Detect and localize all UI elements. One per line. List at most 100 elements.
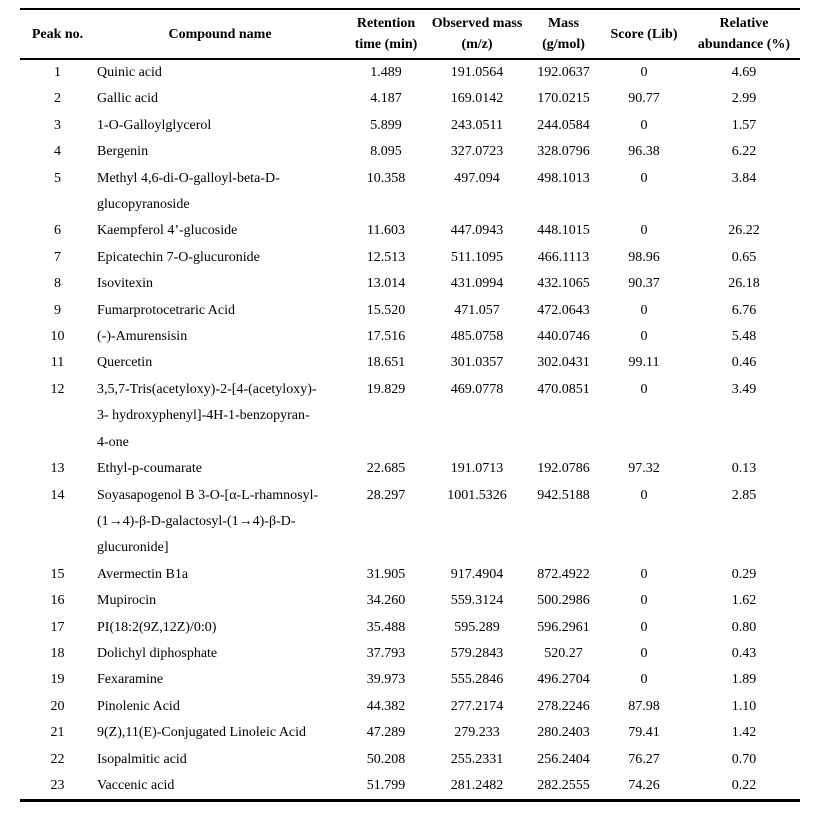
cell-compound: Vaccenic acid (97, 777, 175, 793)
cell-score: 0 (640, 170, 648, 186)
cell-compound: Pinolenic Acid (97, 698, 180, 714)
cell-observed: 559.3124 (450, 593, 504, 609)
table-row: 3 1-O-Galloylglycerol 5.899 243.0511 244.058… (20, 113, 800, 139)
cell-peak: 6 (54, 223, 61, 239)
cell-retention: 44.382 (366, 698, 406, 714)
cell-abundance: 3.84 (731, 170, 757, 186)
cell-observed: 917.4904 (450, 566, 504, 582)
cell-peak: 5 (54, 170, 61, 186)
cell-compound: Quercetin (97, 355, 153, 371)
cell-mass: 448.1015 (537, 223, 590, 239)
cell-peak: 14 (50, 487, 65, 503)
cell-mass: 596.2961 (537, 619, 590, 635)
cell-mass: 440.0746 (537, 329, 590, 345)
cell-score: 0 (640, 117, 648, 133)
cell-mass: 472.0643 (537, 302, 590, 318)
cell-observed: 497.094 (454, 170, 500, 186)
cell-retention: 13.014 (366, 276, 406, 292)
cell-score: 97.32 (628, 461, 660, 477)
cell-score: 0 (640, 593, 648, 609)
cell-compound: Fumarprotocetraric Acid (97, 302, 236, 318)
cell-compound: Bergenin (97, 144, 149, 160)
table-row: 2 Gallic acid 4.187 169.0142 170.0215 90.77 2.… (20, 86, 800, 112)
cell-compound: Dolichyl diphosphate (97, 645, 218, 661)
cell-mass: 520.27 (544, 645, 583, 661)
cell-score: 98.96 (628, 249, 660, 265)
cell-retention: 35.488 (366, 619, 406, 635)
cell-score: 0 (640, 487, 648, 503)
column-header-compound: Compound name (168, 26, 272, 42)
table-row: 1 Quinic acid 1.489 191.0564 192.0637 0 4.69 (20, 59, 800, 86)
cell-mass: 466.1113 (537, 249, 590, 265)
cell-retention: 18.651 (366, 355, 406, 371)
cell-score: 79.41 (628, 725, 660, 741)
cell-observed: 579.2843 (450, 645, 504, 661)
cell-mass: 328.0796 (537, 144, 590, 160)
cell-observed: 511.1095 (451, 249, 503, 265)
cell-score: 96.38 (628, 144, 660, 160)
cell-mass: 432.1065 (537, 276, 590, 292)
cell-peak: 21 (50, 725, 65, 741)
cell-observed: 277.2174 (450, 698, 504, 714)
cell-retention: 4.187 (370, 91, 402, 107)
cell-mass: 498.1013 (537, 170, 590, 186)
cell-compound: Kaempferol 4’-glucoside (97, 223, 238, 239)
cell-retention: 34.260 (366, 593, 406, 609)
cell-abundance: 0.13 (731, 461, 757, 477)
cell-retention: 17.516 (366, 329, 406, 345)
cell-compound: Soyasapogenol B 3-O-[α-L-rhamnosyl- (1→4… (97, 487, 319, 556)
cell-retention: 51.799 (366, 777, 406, 793)
cell-observed: 169.0142 (450, 91, 504, 107)
cell-retention: 31.905 (366, 566, 406, 582)
cell-peak: 3 (54, 117, 61, 133)
cell-peak: 10 (50, 329, 65, 345)
table-row: 6 Kaempferol 4’-glucoside 11.603 447.0943 44… (20, 218, 800, 244)
cell-peak: 7 (54, 249, 61, 265)
table-row: 16 Mupirocin 34.260 559.3124 500.2986 0 1.62 (20, 588, 800, 614)
cell-peak: 16 (50, 593, 65, 609)
cell-mass: 500.2986 (537, 593, 590, 609)
cell-compound: Isovitexin (97, 276, 153, 292)
cell-retention: 22.685 (366, 461, 406, 477)
table-head: Peak no. Compound name Retention time (min… (20, 9, 800, 59)
cell-abundance: 2.99 (731, 91, 757, 107)
cell-observed: 469.0778 (450, 381, 504, 397)
cell-compound: Gallic acid (97, 91, 159, 107)
table-row: 18 Dolichyl diphosphate 37.793 579.2843 520.… (20, 641, 800, 667)
cell-abundance: 0.22 (731, 777, 757, 793)
cell-score: 87.98 (628, 698, 660, 714)
cell-mass: 278.2246 (537, 698, 590, 714)
cell-peak: 4 (54, 144, 61, 160)
column-header-retention: Retention time (min) (354, 16, 418, 52)
column-header-mass: Mass (g/mol) (542, 16, 585, 52)
cell-retention: 5.899 (370, 117, 402, 133)
cell-score: 0 (640, 302, 648, 318)
cell-retention: 1.489 (370, 65, 402, 80)
table-row: 10 (-)-Amurensisin 17.516 485.0758 440.0746 0… (20, 324, 800, 350)
cell-compound: 1-O-Galloylglycerol (97, 117, 212, 133)
cell-peak: 19 (50, 672, 65, 688)
cell-observed: 1001.5326 (447, 487, 507, 503)
cell-abundance: 1.57 (731, 117, 757, 133)
table-row: 23 Vaccenic acid 51.799 281.2482 282.2555 74.… (20, 773, 800, 801)
cell-mass: 280.2403 (537, 725, 590, 741)
cell-observed: 279.233 (454, 725, 500, 741)
cell-mass: 470.0851 (537, 381, 590, 397)
cell-peak: 2 (54, 91, 61, 107)
table-row: 5 Methyl 4,6-di-O-galloyl-beta-D- glucopy… (20, 166, 800, 219)
cell-abundance: 5.48 (731, 329, 757, 345)
cell-abundance: 1.89 (731, 672, 757, 688)
table-row: 21 9(Z),11(E)-Conjugated Linoleic Acid 47.… (20, 720, 800, 746)
cell-score: 0 (640, 619, 648, 635)
cell-compound: 3,5,7-Tris(acetyloxy)-2-[4-(acetyloxy)- … (97, 381, 317, 450)
cell-compound: Quinic acid (97, 65, 162, 80)
cell-mass: 256.2404 (537, 751, 590, 767)
cell-peak: 22 (50, 751, 65, 767)
cell-observed: 471.057 (454, 302, 500, 318)
cell-mass: 496.2704 (537, 672, 590, 688)
table-row: 20 Pinolenic Acid 44.382 277.2174 278.2246 87… (20, 694, 800, 720)
table-row: 15 Avermectin B1a 31.905 917.4904 872.4922 0 0… (20, 562, 800, 588)
cell-retention: 8.095 (370, 144, 402, 160)
cell-mass: 302.0431 (537, 355, 590, 371)
table-row: 14 Soyasapogenol B 3-O-[α-L-rhamnosyl- (1… (20, 483, 800, 562)
